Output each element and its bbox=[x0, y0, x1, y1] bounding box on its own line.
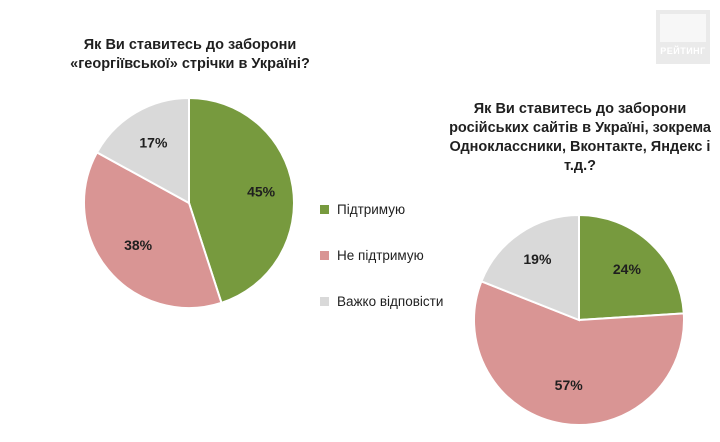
pie-1-slice-support bbox=[188, 96, 295, 305]
legend-item-hard-to-say: Важко відповісти bbox=[320, 294, 443, 309]
legend-label-oppose: Не підтримую bbox=[337, 248, 424, 263]
legend-swatch-hard-to-say bbox=[320, 297, 329, 306]
pie-1-slice-hard-to-say bbox=[95, 96, 190, 205]
chart-1-title: Як Ви ставитесь до заборони «георгіївськ… bbox=[70, 37, 310, 72]
pie-chart-ribbon-ban: 45% 38% 17% bbox=[83, 96, 295, 309]
pie-2-slice-support bbox=[578, 213, 685, 322]
pie-2-label-oppose: 57% bbox=[555, 377, 584, 393]
legend-swatch-support bbox=[320, 205, 329, 214]
pie-1-label-support: 45% bbox=[247, 184, 276, 200]
legend-swatch-oppose bbox=[320, 251, 329, 260]
pie-2-label-support: 24% bbox=[613, 261, 642, 277]
logo-mark bbox=[660, 14, 706, 42]
legend-item-oppose: Не підтримую bbox=[320, 248, 424, 263]
pie-2-slice-oppose bbox=[473, 280, 685, 426]
chart-2-title: Як Ви ставитесь до заборони російських с… bbox=[449, 101, 711, 174]
logo-text: РЕЙТИНГ bbox=[660, 46, 706, 56]
pie-1-label-oppose: 38% bbox=[124, 237, 153, 253]
pie-chart-sites-ban: 24% 57% 19% bbox=[473, 213, 685, 426]
pie-1-slice-oppose bbox=[83, 151, 223, 309]
legend-label-support: Підтримую bbox=[337, 202, 406, 217]
pie-2-label-hard-to-say: 19% bbox=[523, 251, 552, 267]
pie-2-slice-hard-to-say bbox=[480, 213, 580, 322]
legend-item-support: Підтримую bbox=[320, 202, 405, 217]
pie-1-label-hard-to-say: 17% bbox=[139, 135, 168, 151]
rating-logo: РЕЙТИНГ bbox=[656, 10, 710, 64]
legend-label-hard-to-say: Важко відповісти bbox=[337, 294, 444, 309]
